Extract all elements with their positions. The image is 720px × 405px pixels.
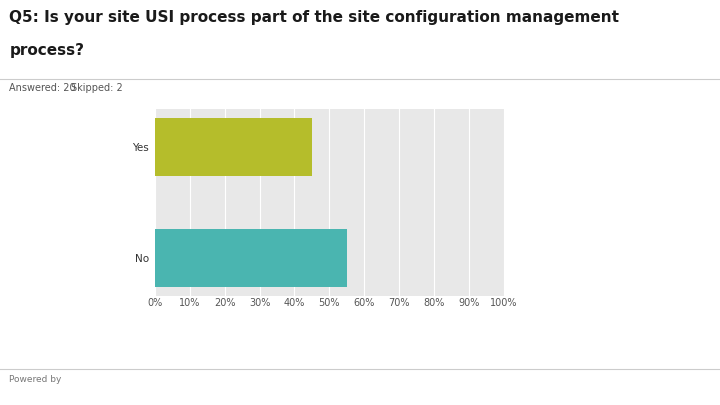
- Text: Powered by: Powered by: [9, 375, 62, 384]
- Text: Skipped: 2: Skipped: 2: [71, 83, 122, 93]
- Text: process?: process?: [9, 43, 84, 58]
- Bar: [155, 229, 347, 287]
- Text: Q5: Is your site USI process part of the site configuration management: Q5: Is your site USI process part of the…: [9, 10, 619, 25]
- Bar: [155, 118, 312, 176]
- Text: Answered: 20: Answered: 20: [9, 83, 76, 93]
